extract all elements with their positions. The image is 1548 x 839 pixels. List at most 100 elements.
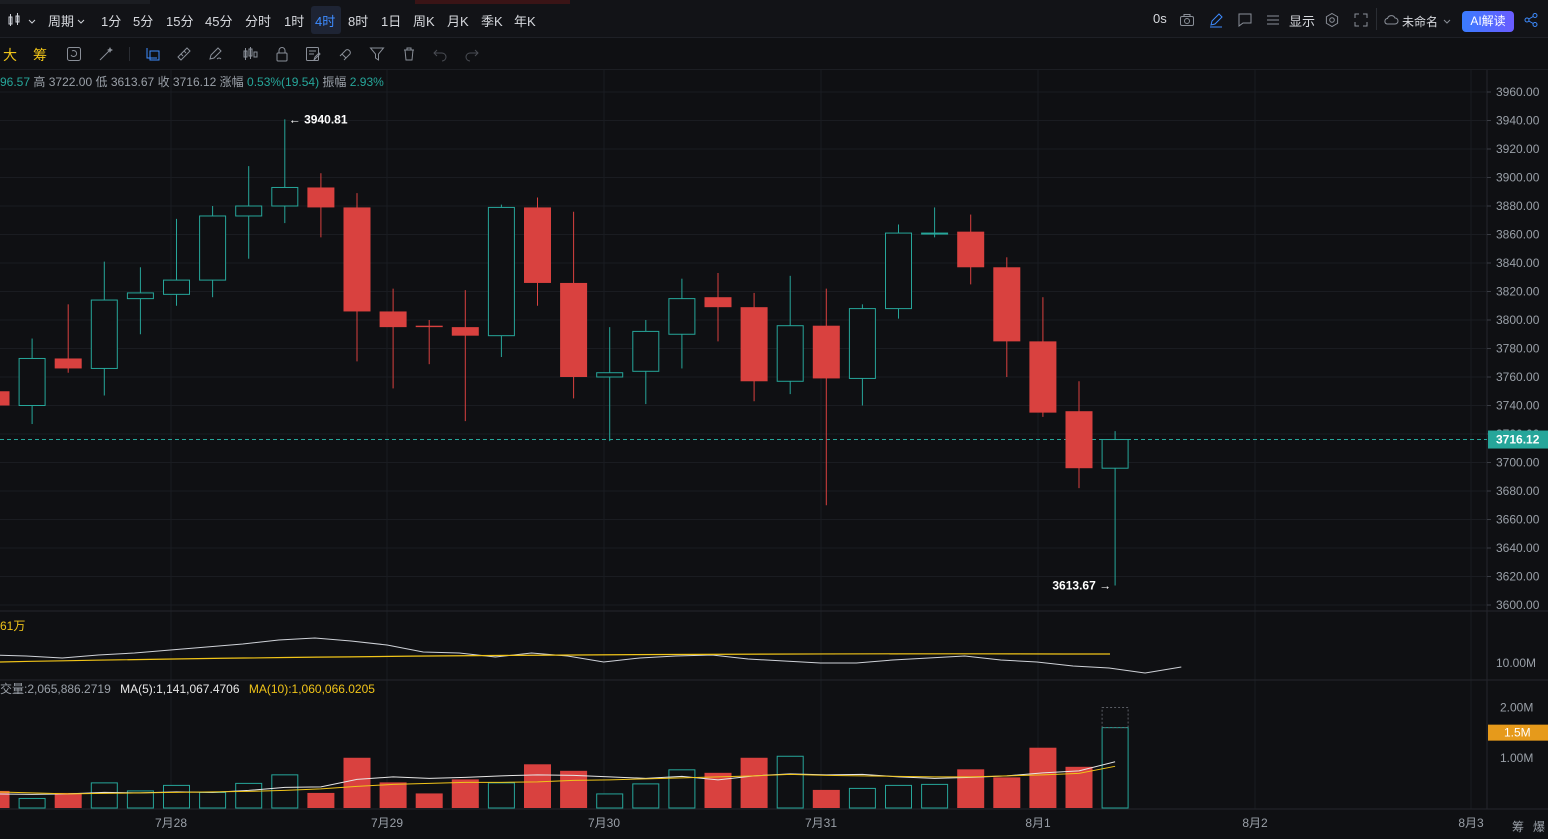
low-label: 低 xyxy=(95,75,108,89)
interval-1h[interactable]: 1时 xyxy=(284,14,305,29)
candle-body-up xyxy=(848,308,876,379)
interval-timeshare[interactable]: 分时 xyxy=(245,14,272,29)
fullscreen-icon[interactable] xyxy=(1353,12,1369,28)
volume-bar-down xyxy=(993,777,1021,808)
candlestick-chart[interactable]: 3960.00 3940.00 3920.00 3900.00 3880.00 3860.… xyxy=(0,70,1548,839)
open-value: 96.57 xyxy=(0,75,31,89)
volume-bar-up xyxy=(235,782,263,809)
share-icon[interactable] xyxy=(1523,12,1539,28)
time-tick-label: 8月3 xyxy=(1458,816,1484,830)
interval-45min[interactable]: 45分 xyxy=(205,14,233,29)
oscillator-axis-label: 10.00M xyxy=(1496,656,1536,670)
oscillator-signal-line xyxy=(0,653,1111,663)
list-icon[interactable] xyxy=(1265,12,1281,28)
candle-body-down xyxy=(524,207,551,283)
display-menu[interactable]: 显示 xyxy=(1289,14,1316,29)
filter-icon[interactable] xyxy=(369,46,385,62)
chart-type-icon[interactable] xyxy=(7,12,23,28)
price-tick-label: 3680.00 xyxy=(1496,484,1540,498)
period-chevron-icon[interactable] xyxy=(76,14,86,24)
volume-legend: 交量:2,065,886.2719 MA(5):1,141,067.4706 M… xyxy=(0,680,375,697)
undo-icon[interactable] xyxy=(432,46,448,62)
candle-body-up xyxy=(1101,439,1129,469)
add-comment-icon[interactable] xyxy=(1237,12,1253,28)
candle-body-down xyxy=(451,327,479,336)
volume-ma5: MA(5):1,141,067.4706 xyxy=(120,682,240,696)
price-tick-label: 3960.00 xyxy=(1496,85,1540,99)
layout-name-dropdown[interactable]: 未命名 xyxy=(1402,15,1439,29)
active-interval-highlight xyxy=(311,6,341,34)
layout-chevron-icon[interactable] xyxy=(1442,14,1452,24)
volume-bar-up xyxy=(668,769,696,809)
volume-bar-up xyxy=(885,784,912,809)
candle-body-up xyxy=(18,357,46,407)
footer-tool-chou[interactable]: 筹 xyxy=(1512,820,1525,834)
candle-body-down xyxy=(993,267,1021,342)
interval-5min[interactable]: 5分 xyxy=(133,14,154,29)
candle-body-down xyxy=(379,311,407,328)
interval-1min[interactable]: 1分 xyxy=(101,14,122,29)
candle-body-down xyxy=(560,282,588,377)
footer-tool-bao[interactable]: 爆 xyxy=(1533,820,1546,834)
price-tick-label: 3700.00 xyxy=(1496,456,1540,470)
chart-type-chevron-icon[interactable] xyxy=(27,14,37,24)
price-tick-label: 3940.00 xyxy=(1496,114,1540,128)
candle-body-up xyxy=(885,232,912,310)
candle-body-down xyxy=(1065,411,1093,469)
edit-note-icon[interactable] xyxy=(305,46,321,62)
volume-bar-down xyxy=(957,769,985,808)
volume-bar-down xyxy=(524,764,551,808)
volume-value: 交量:2,065,886.2719 xyxy=(0,682,111,696)
candles-icon[interactable] xyxy=(242,46,258,62)
volume-bar-down xyxy=(560,770,588,808)
interval-1d[interactable]: 1日 xyxy=(381,14,402,29)
low-value: 3613.67 xyxy=(110,75,155,89)
volume-bar-up xyxy=(90,782,118,809)
volume-bar-down xyxy=(812,789,840,808)
refresh-drawing-icon[interactable] xyxy=(66,46,82,62)
interval-year[interactable]: 年K xyxy=(514,14,536,29)
interval-15min[interactable]: 15分 xyxy=(166,14,194,29)
volume-axis-label: 2.00M xyxy=(1500,701,1533,715)
magnet-icon[interactable] xyxy=(337,46,353,62)
volume-bar-down xyxy=(704,772,732,808)
price-tick-label: 3740.00 xyxy=(1496,399,1540,413)
period-dropdown[interactable]: 周期 xyxy=(48,14,75,29)
cloud-icon[interactable] xyxy=(1383,12,1399,28)
interval-month[interactable]: 月K xyxy=(447,14,469,29)
volume-bar-up xyxy=(487,782,515,809)
volume-bar-down xyxy=(307,792,335,808)
price-tick-label: 3800.00 xyxy=(1496,313,1540,327)
text-tool-chou[interactable]: 筹 xyxy=(33,47,47,63)
redo-icon[interactable] xyxy=(464,46,480,62)
interval-4h[interactable]: 4时 xyxy=(315,14,336,29)
amplitude-value: 2.93% xyxy=(349,75,384,89)
drawing-toolbar: 大 筹 xyxy=(0,38,1548,70)
ai-analysis-button[interactable]: AI解读 xyxy=(1462,11,1514,32)
ohlc-info-bar: 96.57 高 3722.00 低 3613.67 收 3716.12 涨幅 0… xyxy=(0,73,384,90)
volume-bar-down xyxy=(379,782,407,808)
candle-body-down xyxy=(307,187,335,208)
magic-pen-icon[interactable] xyxy=(98,46,114,62)
pen-icon[interactable] xyxy=(1208,12,1224,28)
price-tick-label: 3840.00 xyxy=(1496,256,1540,270)
crosshair-select-icon[interactable] xyxy=(145,46,161,62)
text-tool-da[interactable]: 大 xyxy=(3,47,17,63)
candle-body-down xyxy=(343,207,371,312)
camera-icon[interactable] xyxy=(1179,12,1195,28)
price-tick-label: 3860.00 xyxy=(1496,228,1540,242)
interval-season[interactable]: 季K xyxy=(481,14,503,29)
interval-8h[interactable]: 8时 xyxy=(348,14,369,29)
settings-gear-icon[interactable] xyxy=(1324,12,1340,28)
volume-bar-down xyxy=(1029,747,1057,808)
brush-icon[interactable] xyxy=(207,46,223,62)
candle-body-down xyxy=(957,231,985,268)
volume-bar-up xyxy=(199,791,227,809)
candle-body-up xyxy=(596,372,624,378)
candle-body-down xyxy=(812,325,840,379)
interval-week[interactable]: 周K xyxy=(413,14,435,29)
ruler-icon[interactable] xyxy=(176,46,192,62)
time-tick-label: 8月1 xyxy=(1025,816,1051,830)
trash-icon[interactable] xyxy=(401,46,417,62)
lock-icon[interactable] xyxy=(274,46,290,62)
